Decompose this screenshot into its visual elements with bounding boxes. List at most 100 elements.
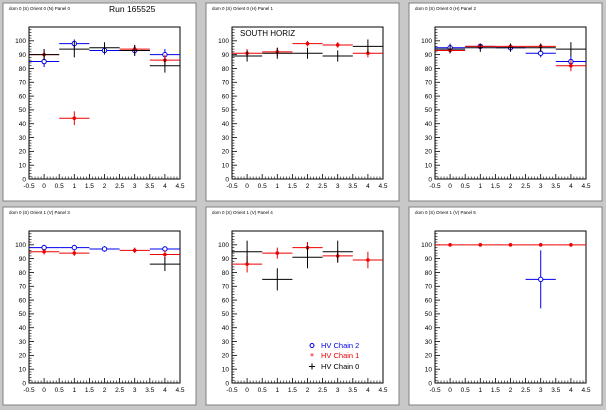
x-tick-label: 4.5 <box>175 387 184 394</box>
data-point <box>59 111 90 126</box>
x-tick-label: 2 <box>509 387 513 394</box>
pad-title: dom 0 (S) Orient 0 (N) Panel 0 <box>9 6 71 11</box>
y-tick-label: 100 <box>15 242 26 249</box>
y-tick-label: 80 <box>425 66 433 73</box>
y-tick-label: 0 <box>428 380 432 387</box>
x-tick-label: 4.5 <box>378 183 387 190</box>
pad-title: dom 0 (S) Orient 0 (H) Panel 1 <box>212 6 274 11</box>
y-tick-label: 100 <box>421 38 432 45</box>
y-tick-label: 0 <box>22 176 26 183</box>
x-tick-label: 0.5 <box>258 183 267 190</box>
y-tick-label: 20 <box>222 353 230 360</box>
data-point <box>352 39 383 54</box>
legend-marker-star: * <box>310 352 314 361</box>
x-tick-label: 4 <box>366 183 370 190</box>
y-tick-label: 70 <box>19 284 27 291</box>
marker-star <box>569 243 573 247</box>
x-tick-label: -0.5 <box>23 387 35 394</box>
x-tick-label: 1 <box>275 183 279 190</box>
y-tick-label: 60 <box>425 297 433 304</box>
chart-panel-4: dom 0 (S) Orient 1 (V) Panel 3 -0.5 0 0.5 1 1… <box>2 206 197 406</box>
marker-open-circle <box>101 246 108 252</box>
x-tick-label: 3 <box>133 387 137 394</box>
y-tick-label: 10 <box>425 366 433 373</box>
x-tick-label: -0.5 <box>226 183 238 190</box>
x-tick-label: 4 <box>163 183 167 190</box>
marker-star <box>448 243 452 247</box>
y-tick-label: 20 <box>425 149 433 156</box>
legend-label: HV Chain 1 <box>321 351 359 360</box>
marker-star <box>305 41 310 46</box>
x-tick-label: 0 <box>245 387 249 394</box>
data-point <box>322 240 353 263</box>
data-point <box>435 44 466 54</box>
marker-open-circle <box>71 244 78 251</box>
x-tick-label: 3 <box>336 183 340 190</box>
x-tick-label: 4.5 <box>581 183 590 190</box>
x-tick-label: 2.5 <box>115 387 124 394</box>
marker-star <box>569 63 573 68</box>
x-tick-label: 0 <box>245 183 249 190</box>
data-point <box>555 60 586 72</box>
data-point <box>119 44 150 57</box>
pad-background <box>408 206 603 406</box>
marker-star <box>508 243 513 247</box>
y-tick-label: 90 <box>222 52 230 59</box>
x-tick-label: 3 <box>133 183 137 190</box>
x-tick-label: 2 <box>509 183 513 190</box>
marker-star <box>163 252 167 257</box>
x-tick-label: 1 <box>72 387 76 394</box>
x-tick-label: 0.5 <box>258 387 267 394</box>
y-tick-label: 0 <box>428 176 432 183</box>
x-tick-label: 3.5 <box>145 183 154 190</box>
y-tick-label: 90 <box>19 256 27 263</box>
y-tick-label: 90 <box>425 256 433 263</box>
y-tick-label: 30 <box>425 339 433 346</box>
y-tick-label: 0 <box>225 380 229 387</box>
y-tick-label: 60 <box>425 93 433 100</box>
x-tick-label: 2.5 <box>115 183 124 190</box>
y-tick-label: 80 <box>222 66 230 73</box>
y-tick-label: 60 <box>222 297 230 304</box>
data-point <box>149 58 180 73</box>
marker-star <box>42 249 46 254</box>
x-tick-label: 4 <box>569 183 573 190</box>
y-tick-label: 80 <box>425 270 433 277</box>
pad-title: dom 0 (S) Orient 1 (V) Panel 5 <box>415 210 476 215</box>
x-tick-label: 1 <box>72 183 76 190</box>
y-tick-label: 100 <box>218 242 229 249</box>
y-tick-label: 30 <box>222 339 230 346</box>
data-point <box>352 251 383 269</box>
pad-background <box>408 2 603 202</box>
data-point <box>262 47 293 59</box>
data-point <box>292 47 323 59</box>
marker-star <box>245 262 249 266</box>
x-tick-label: 1 <box>275 387 279 394</box>
marker-star <box>72 116 77 120</box>
x-tick-label: 2 <box>306 387 310 394</box>
x-tick-label: -0.5 <box>429 183 441 190</box>
x-tick-label: 4.5 <box>378 387 387 394</box>
x-tick-label: 1.5 <box>491 183 500 190</box>
x-tick-label: 0.5 <box>461 183 470 190</box>
y-tick-label: 80 <box>19 66 27 73</box>
y-tick-label: 70 <box>19 80 27 87</box>
x-tick-label: 2 <box>103 183 107 190</box>
x-tick-label: 3 <box>539 387 543 394</box>
x-tick-label: 0.5 <box>461 387 470 394</box>
x-tick-label: 4 <box>163 387 167 394</box>
y-tick-label: 90 <box>222 256 230 263</box>
x-tick-label: 0.5 <box>55 387 64 394</box>
y-tick-label: 50 <box>425 107 433 114</box>
y-tick-label: 10 <box>19 366 27 373</box>
data-point <box>262 247 293 259</box>
pad-title: dom 0 (S) Orient 1 (V) Panel 3 <box>9 210 70 215</box>
x-tick-label: 0 <box>42 183 46 190</box>
data-point <box>555 243 586 247</box>
x-tick-label: 1.5 <box>85 387 94 394</box>
y-tick-label: 50 <box>222 311 230 318</box>
data-point <box>149 257 180 272</box>
x-tick-label: 3.5 <box>348 387 357 394</box>
x-tick-label: 0 <box>42 387 46 394</box>
y-tick-label: 40 <box>222 325 230 332</box>
